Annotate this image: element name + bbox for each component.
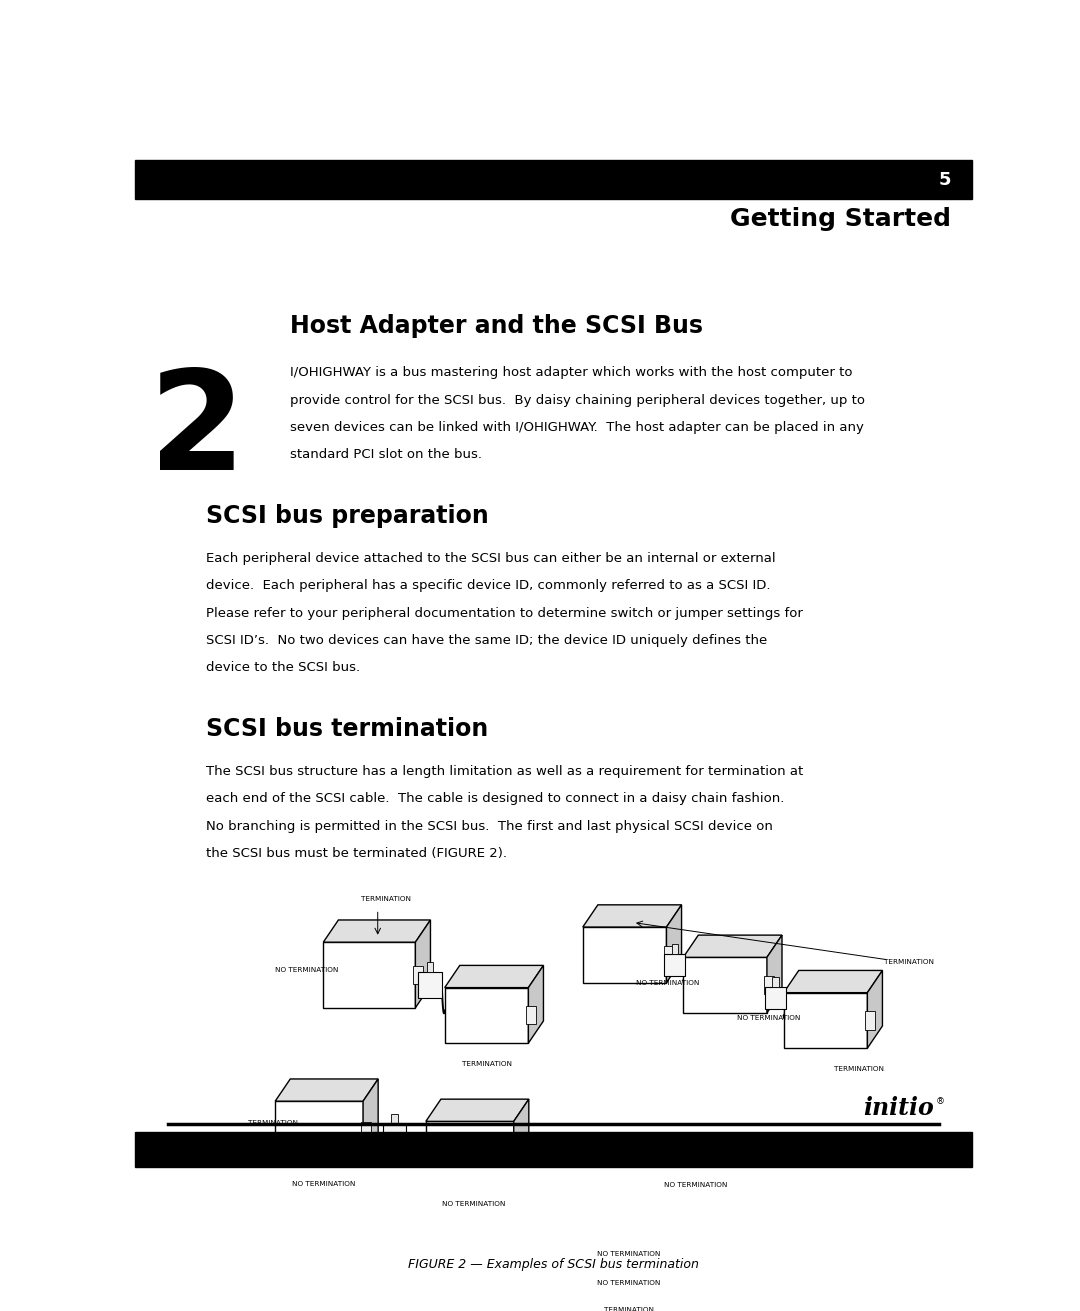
Bar (545, 1151, 552, 1162)
Polygon shape (784, 970, 882, 992)
Text: device to the SCSI bus.: device to the SCSI bus. (206, 661, 361, 674)
Polygon shape (528, 965, 543, 1044)
Bar (382, 1124, 406, 1150)
Text: NO TERMINATION: NO TERMINATION (664, 1183, 728, 1188)
Text: initio: initio (864, 1096, 934, 1121)
Polygon shape (666, 1158, 681, 1235)
Bar (865, 1011, 875, 1029)
Text: SCSI ID’s.  No two devices can have the same ID; the device ID uniquely defines : SCSI ID’s. No two devices can have the s… (206, 633, 768, 646)
Polygon shape (867, 970, 882, 1049)
Text: TERMINATION: TERMINATION (361, 897, 411, 902)
Text: TERMINATION: TERMINATION (885, 958, 934, 965)
Bar (583, 1180, 666, 1235)
Text: the SCSI bus must be terminated (FIGURE 2).: the SCSI bus must be terminated (FIGURE … (206, 847, 508, 860)
Bar (511, 1143, 522, 1160)
Text: Please refer to your peripheral documentation to determine switch or jumper sett: Please refer to your peripheral document… (206, 607, 804, 620)
Text: NO TERMINATION: NO TERMINATION (443, 1201, 505, 1207)
Bar (537, 1162, 561, 1186)
Text: The SCSI bus structure has a length limitation as well as a requirement for term: The SCSI bus structure has a length limi… (206, 766, 804, 777)
Polygon shape (445, 965, 543, 987)
Text: TERMINATION: TERMINATION (604, 1307, 653, 1311)
Bar (583, 927, 666, 982)
Polygon shape (426, 1099, 529, 1121)
Polygon shape (583, 905, 681, 927)
Bar (426, 1121, 514, 1183)
Text: SCSI bus preparation: SCSI bus preparation (206, 503, 489, 527)
Bar (427, 962, 433, 973)
Bar (418, 973, 442, 998)
Text: I/OHIGHWAY is a bus mastering host adapter which works with the host computer to: I/OHIGHWAY is a bus mastering host adapt… (289, 366, 852, 379)
Polygon shape (416, 920, 431, 1008)
Text: NO TERMINATION: NO TERMINATION (597, 1251, 661, 1257)
Polygon shape (684, 935, 782, 957)
Text: standard PCI slot on the bus.: standard PCI slot on the bus. (289, 448, 482, 461)
Polygon shape (666, 905, 681, 982)
Bar (275, 1101, 363, 1162)
Text: NO TERMINATION: NO TERMINATION (597, 1280, 661, 1286)
Bar (684, 957, 767, 1013)
Bar (391, 1114, 397, 1124)
Bar (413, 966, 423, 985)
Text: Each peripheral device attached to the SCSI bus can either be an internal or ext: Each peripheral device attached to the S… (206, 552, 775, 565)
Polygon shape (514, 1099, 529, 1183)
Polygon shape (275, 1079, 378, 1101)
Bar (135, 1133, 972, 1167)
Text: each end of the SCSI cable.  The cable is designed to connect in a daisy chain f: each end of the SCSI cable. The cable is… (206, 792, 784, 805)
Bar (361, 1122, 370, 1141)
Bar (323, 943, 416, 1008)
Text: TERMINATION: TERMINATION (834, 1066, 885, 1072)
Bar (664, 954, 686, 975)
Text: Getting Started: Getting Started (730, 207, 951, 231)
Bar (772, 977, 779, 987)
Text: seven devices can be linked with I/OHIGHWAY.  The host adapter can be placed in : seven devices can be linked with I/OHIGH… (289, 421, 864, 434)
Bar (672, 944, 678, 954)
Bar (445, 987, 528, 1044)
Polygon shape (363, 1079, 378, 1162)
Bar (526, 1007, 536, 1024)
Text: provide control for the SCSI bus.  By daisy chaining peripheral devices together: provide control for the SCSI bus. By dai… (289, 393, 865, 406)
Polygon shape (323, 920, 431, 943)
Text: NO TERMINATION: NO TERMINATION (275, 968, 338, 973)
Bar (664, 945, 674, 964)
Text: FIGURE 2 — Examples of SCSI bus termination: FIGURE 2 — Examples of SCSI bus terminat… (408, 1257, 699, 1270)
Polygon shape (767, 935, 782, 1013)
Bar (664, 1198, 674, 1217)
Text: TERMINATION: TERMINATION (248, 1121, 298, 1126)
Polygon shape (583, 1158, 681, 1180)
Bar (135, 160, 972, 199)
Text: 5: 5 (939, 170, 951, 189)
Bar (765, 987, 786, 1008)
Text: NO TERMINATION: NO TERMINATION (737, 1016, 800, 1021)
Text: Host Adapter and the SCSI Bus: Host Adapter and the SCSI Bus (289, 313, 703, 338)
Text: device.  Each peripheral has a specific device ID, commonly referred to as a SCS: device. Each peripheral has a specific d… (206, 579, 771, 593)
Bar (784, 992, 867, 1049)
Text: NO TERMINATION: NO TERMINATION (636, 981, 700, 986)
Text: 2: 2 (149, 364, 246, 499)
Text: No branching is permitted in the SCSI bus.  The first and last physical SCSI dev: No branching is permitted in the SCSI bu… (206, 819, 773, 832)
Text: ®: ® (936, 1097, 945, 1106)
Text: TERMINATION: TERMINATION (461, 1061, 512, 1067)
Text: SCSI bus termination: SCSI bus termination (206, 717, 488, 741)
Text: NO TERMINATION: NO TERMINATION (292, 1181, 355, 1186)
Bar (765, 975, 774, 994)
